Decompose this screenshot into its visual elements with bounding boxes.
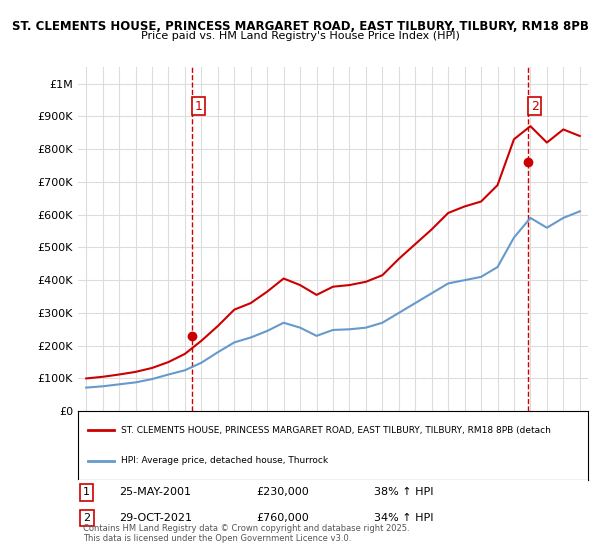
Text: Price paid vs. HM Land Registry's House Price Index (HPI): Price paid vs. HM Land Registry's House …	[140, 31, 460, 41]
Text: 29-OCT-2021: 29-OCT-2021	[119, 513, 192, 523]
Text: 25-MAY-2001: 25-MAY-2001	[119, 487, 191, 497]
Text: Contains HM Land Registry data © Crown copyright and database right 2025.
This d: Contains HM Land Registry data © Crown c…	[83, 524, 410, 543]
Text: 1: 1	[195, 100, 203, 113]
Text: HPI: Average price, detached house, Thurrock: HPI: Average price, detached house, Thur…	[121, 456, 328, 465]
Text: £760,000: £760,000	[257, 513, 309, 523]
Text: 34% ↑ HPI: 34% ↑ HPI	[374, 513, 433, 523]
Text: ST. CLEMENTS HOUSE, PRINCESS MARGARET ROAD, EAST TILBURY, TILBURY, RM18 8PB (det: ST. CLEMENTS HOUSE, PRINCESS MARGARET RO…	[121, 426, 551, 435]
Text: 2: 2	[531, 100, 539, 113]
Text: 38% ↑ HPI: 38% ↑ HPI	[374, 487, 433, 497]
Text: ST. CLEMENTS HOUSE, PRINCESS MARGARET ROAD, EAST TILBURY, TILBURY, RM18 8PB: ST. CLEMENTS HOUSE, PRINCESS MARGARET RO…	[11, 20, 589, 32]
Text: 2: 2	[83, 513, 90, 523]
Text: £230,000: £230,000	[257, 487, 309, 497]
Text: 1: 1	[83, 487, 90, 497]
